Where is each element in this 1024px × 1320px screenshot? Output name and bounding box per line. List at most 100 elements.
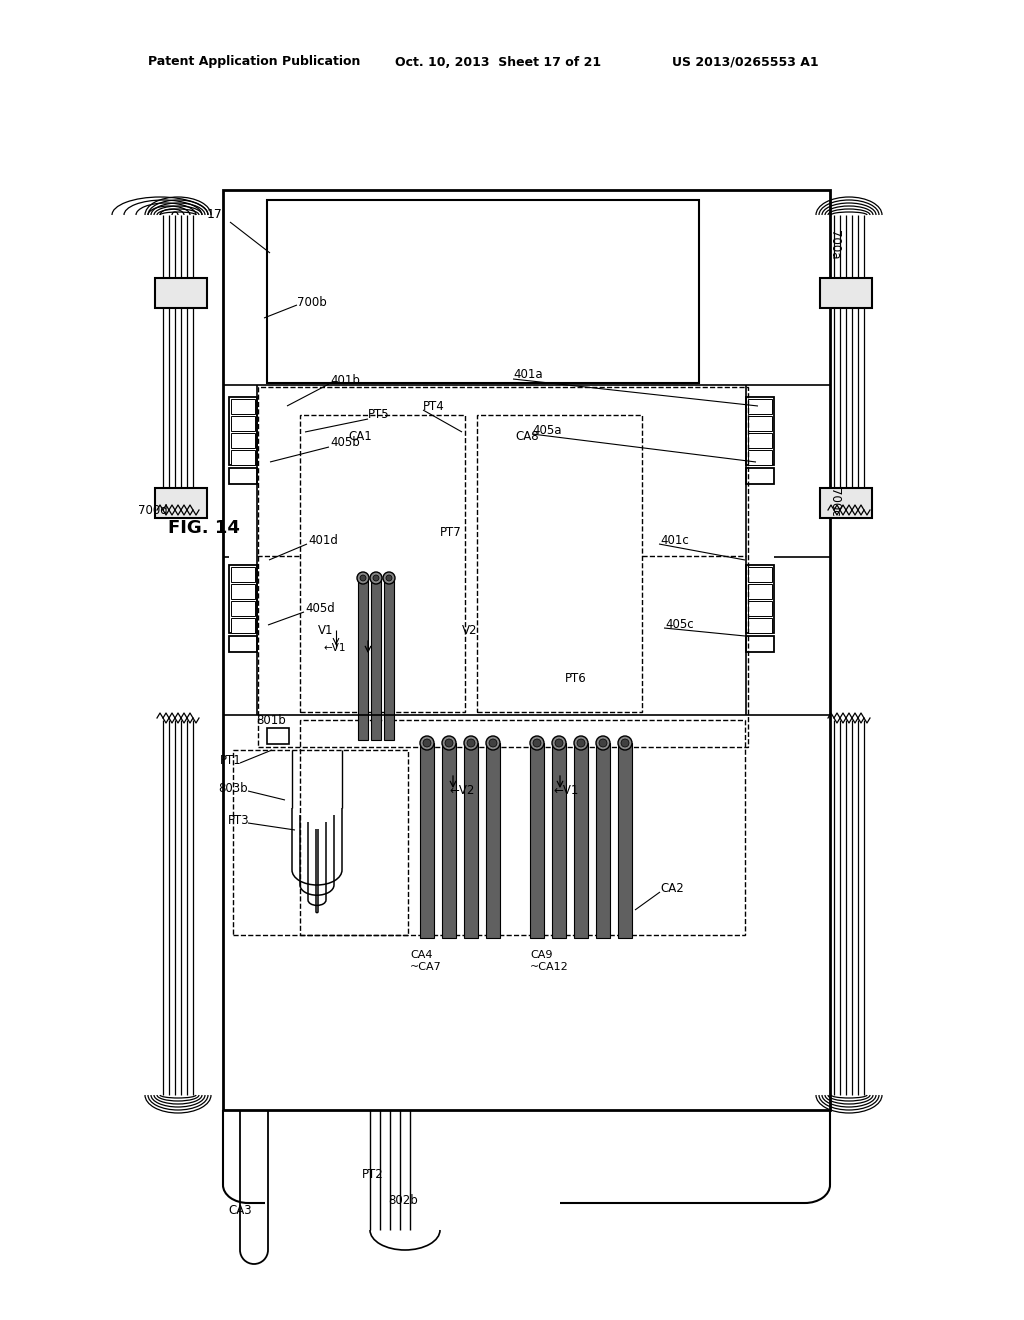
Circle shape	[370, 572, 382, 583]
Text: 801b: 801b	[256, 714, 286, 726]
Text: ←V1: ←V1	[323, 643, 345, 653]
Circle shape	[373, 576, 379, 581]
Text: 700d: 700d	[138, 503, 168, 516]
Bar	[267, 729, 289, 744]
Circle shape	[596, 737, 610, 750]
Bar	[231, 399, 255, 414]
Bar	[748, 416, 772, 432]
Bar	[746, 397, 774, 465]
Circle shape	[357, 572, 369, 583]
Bar	[231, 433, 255, 447]
Circle shape	[555, 739, 563, 747]
Circle shape	[467, 739, 475, 747]
Bar	[574, 743, 588, 939]
Bar	[229, 469, 257, 484]
Bar	[223, 190, 830, 1110]
Bar	[618, 743, 632, 939]
Text: Oct. 10, 2013  Sheet 17 of 21: Oct. 10, 2013 Sheet 17 of 21	[395, 55, 601, 69]
Bar	[358, 578, 368, 741]
Bar	[746, 469, 774, 484]
Text: 401c: 401c	[660, 533, 689, 546]
Text: ←V1: ←V1	[553, 784, 579, 796]
Circle shape	[442, 737, 456, 750]
Text: 700a: 700a	[828, 230, 841, 260]
Text: CA9: CA9	[530, 950, 553, 960]
Circle shape	[383, 572, 395, 583]
Bar	[231, 450, 255, 465]
Bar	[231, 416, 255, 432]
Text: 802b: 802b	[388, 1193, 418, 1206]
Bar	[820, 279, 872, 308]
Bar	[530, 743, 544, 939]
Circle shape	[464, 737, 478, 750]
Text: 405a: 405a	[532, 424, 561, 437]
Circle shape	[420, 737, 434, 750]
Bar	[748, 618, 772, 634]
Text: CA8: CA8	[515, 430, 539, 444]
Bar	[746, 636, 774, 652]
Text: V1: V1	[318, 623, 334, 636]
Bar	[748, 601, 772, 616]
Text: ~CA7: ~CA7	[410, 962, 441, 972]
Text: 401b: 401b	[330, 374, 359, 387]
Bar	[748, 583, 772, 599]
Text: ~CA12: ~CA12	[530, 962, 568, 972]
Bar	[486, 743, 500, 939]
Bar	[420, 743, 434, 939]
Text: PT6: PT6	[565, 672, 587, 685]
Bar	[231, 583, 255, 599]
Circle shape	[552, 737, 566, 750]
Bar	[155, 488, 207, 517]
Bar	[748, 450, 772, 465]
Circle shape	[577, 739, 585, 747]
Text: ←V2: ←V2	[449, 784, 474, 796]
Bar	[229, 397, 257, 465]
Bar	[229, 565, 257, 634]
Text: Patent Application Publication: Patent Application Publication	[148, 55, 360, 69]
Text: 700c: 700c	[828, 487, 841, 516]
Circle shape	[486, 737, 500, 750]
Text: US 2013/0265553 A1: US 2013/0265553 A1	[672, 55, 818, 69]
Text: 401d: 401d	[308, 533, 338, 546]
Circle shape	[599, 739, 607, 747]
Circle shape	[423, 739, 431, 747]
Bar	[300, 719, 745, 935]
Bar	[464, 743, 478, 939]
Text: 405b: 405b	[330, 437, 359, 450]
Text: PT4: PT4	[423, 400, 444, 412]
Bar	[820, 488, 872, 517]
Circle shape	[445, 739, 453, 747]
Text: CA1: CA1	[348, 430, 372, 444]
Text: CA3: CA3	[228, 1204, 252, 1217]
Bar	[748, 399, 772, 414]
Bar	[258, 387, 748, 747]
Circle shape	[530, 737, 544, 750]
Text: 700b: 700b	[297, 296, 327, 309]
Bar	[748, 433, 772, 447]
Circle shape	[360, 576, 366, 581]
Circle shape	[618, 737, 632, 750]
Bar	[384, 578, 394, 741]
Text: CA2: CA2	[660, 882, 684, 895]
Text: FIG. 14: FIG. 14	[168, 519, 240, 537]
Bar	[267, 201, 699, 383]
Text: 405d: 405d	[305, 602, 335, 615]
Circle shape	[574, 737, 588, 750]
Circle shape	[386, 576, 392, 581]
Text: PT1: PT1	[220, 754, 242, 767]
Bar	[552, 743, 566, 939]
Text: 401a: 401a	[513, 368, 543, 381]
Circle shape	[489, 739, 497, 747]
Bar	[300, 414, 465, 711]
Text: V2: V2	[462, 623, 477, 636]
Circle shape	[534, 739, 541, 747]
Bar	[371, 578, 381, 741]
Bar	[231, 601, 255, 616]
Bar	[748, 568, 772, 582]
Text: 17: 17	[207, 209, 223, 222]
Text: PT3: PT3	[228, 813, 250, 826]
Text: 405c: 405c	[665, 618, 693, 631]
Text: PT5: PT5	[368, 408, 389, 421]
Bar	[231, 568, 255, 582]
Bar	[233, 750, 408, 935]
